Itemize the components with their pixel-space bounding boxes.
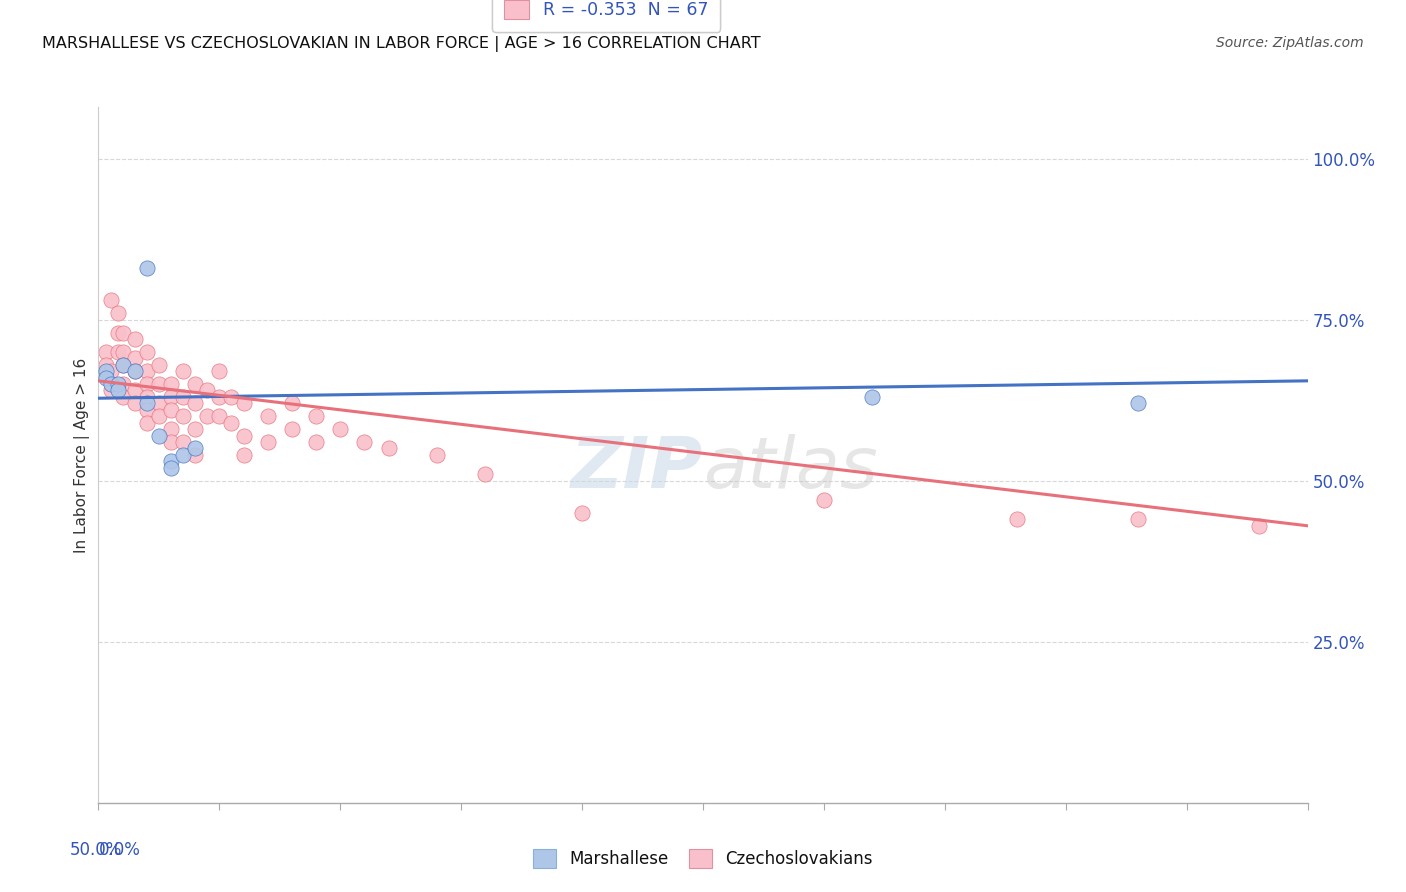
Point	[124, 364, 146, 378]
Point	[1128, 512, 1150, 526]
Point	[160, 422, 183, 436]
Point	[256, 409, 278, 424]
Point	[1007, 512, 1029, 526]
Point	[184, 448, 207, 462]
Point	[232, 448, 254, 462]
Text: 0.0%: 0.0%	[98, 841, 141, 859]
Point	[135, 402, 157, 417]
Point	[107, 344, 129, 359]
Point	[148, 377, 170, 392]
Point	[195, 409, 218, 424]
Point	[111, 390, 134, 404]
Point	[148, 428, 170, 442]
Point	[135, 364, 157, 378]
Point	[148, 396, 170, 410]
Point	[208, 409, 231, 424]
Point	[107, 326, 129, 340]
Text: ZIP: ZIP	[571, 434, 703, 503]
Point	[124, 396, 146, 410]
Point	[94, 364, 117, 378]
Point	[111, 326, 134, 340]
Point	[232, 428, 254, 442]
Point	[208, 390, 231, 404]
Point	[172, 435, 194, 450]
Point	[124, 351, 146, 366]
Point	[232, 396, 254, 410]
Point	[160, 435, 183, 450]
Point	[184, 377, 207, 392]
Point	[208, 364, 231, 378]
Point	[160, 454, 183, 468]
Point	[160, 377, 183, 392]
Point	[281, 396, 304, 410]
Point	[184, 442, 207, 456]
Text: MARSHALLESE VS CZECHOSLOVAKIAN IN LABOR FORCE | AGE > 16 CORRELATION CHART: MARSHALLESE VS CZECHOSLOVAKIAN IN LABOR …	[42, 36, 761, 52]
Point	[426, 448, 449, 462]
Point	[184, 422, 207, 436]
Point	[281, 422, 304, 436]
Point	[860, 390, 883, 404]
Point	[474, 467, 496, 482]
Point	[94, 358, 117, 372]
Point	[172, 390, 194, 404]
Point	[256, 435, 278, 450]
Text: atlas: atlas	[703, 434, 877, 503]
Point	[135, 390, 157, 404]
Point	[135, 261, 157, 276]
Point	[124, 332, 146, 346]
Point	[377, 442, 399, 456]
Point	[148, 409, 170, 424]
Point	[172, 409, 194, 424]
Point	[571, 506, 593, 520]
Point	[135, 377, 157, 392]
Text: 50.0%: 50.0%	[70, 841, 122, 859]
Point	[111, 358, 134, 372]
Point	[135, 396, 157, 410]
Point	[100, 293, 122, 308]
Point	[111, 358, 134, 372]
Text: Source: ZipAtlas.com: Source: ZipAtlas.com	[1216, 36, 1364, 50]
Point	[184, 396, 207, 410]
Point	[111, 344, 134, 359]
Point	[94, 344, 117, 359]
Point	[305, 409, 328, 424]
Point	[107, 306, 129, 320]
Point	[221, 390, 243, 404]
Y-axis label: In Labor Force | Age > 16: In Labor Force | Age > 16	[75, 358, 90, 552]
Point	[1128, 396, 1150, 410]
Point	[172, 364, 194, 378]
Point	[305, 435, 328, 450]
Point	[221, 416, 243, 430]
Point	[124, 384, 146, 398]
Point	[94, 370, 117, 384]
Point	[1249, 518, 1271, 533]
Point	[111, 377, 134, 392]
Point	[813, 493, 835, 508]
Point	[353, 435, 375, 450]
Point	[107, 384, 129, 398]
Point	[100, 364, 122, 378]
Point	[329, 422, 352, 436]
Point	[135, 416, 157, 430]
Point	[172, 448, 194, 462]
Legend: Marshallese, Czechoslovakians: Marshallese, Czechoslovakians	[526, 843, 880, 875]
Point	[160, 402, 183, 417]
Point	[100, 384, 122, 398]
Point	[100, 377, 122, 392]
Legend: R =  0.061  N = 16, R = -0.353  N = 67: R = 0.061 N = 16, R = -0.353 N = 67	[492, 0, 720, 31]
Point	[195, 384, 218, 398]
Point	[124, 364, 146, 378]
Point	[160, 460, 183, 475]
Point	[160, 390, 183, 404]
Point	[107, 377, 129, 392]
Point	[148, 358, 170, 372]
Point	[135, 344, 157, 359]
